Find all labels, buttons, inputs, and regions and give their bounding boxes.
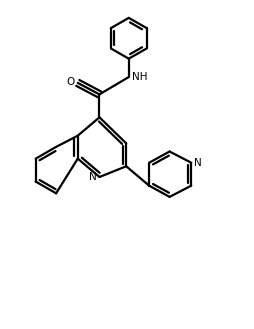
Text: N: N	[88, 172, 96, 182]
Text: NH: NH	[131, 72, 147, 82]
Text: N: N	[194, 158, 201, 168]
Text: O: O	[66, 77, 74, 87]
